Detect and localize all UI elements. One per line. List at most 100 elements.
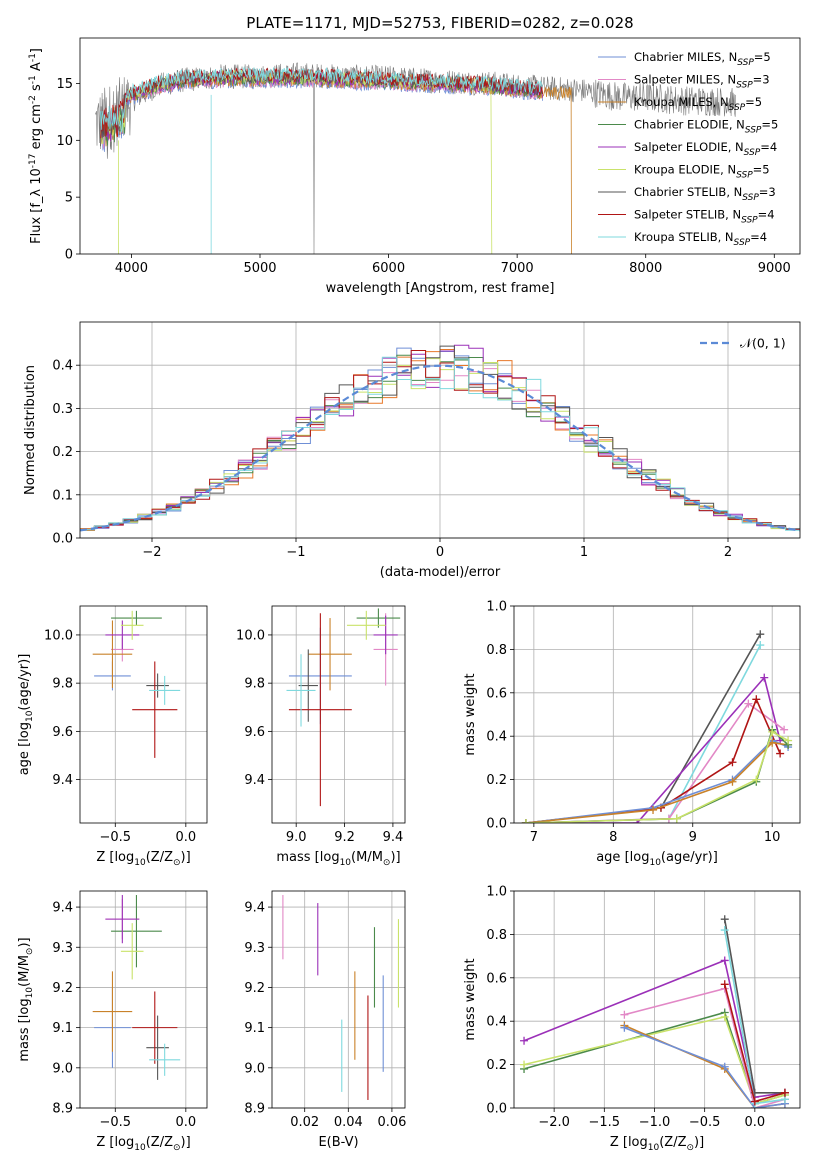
plot-area — [80, 344, 800, 532]
x-tick-label: −2 — [142, 545, 161, 560]
errorbar-point — [286, 654, 316, 727]
data-point-marker — [744, 699, 753, 708]
errorbar-point — [149, 675, 181, 705]
errorbar-point — [132, 661, 178, 758]
y-tick-label: 0.3 — [52, 402, 73, 417]
x-tick-label: 4000 — [115, 261, 148, 276]
axes-frame — [79, 605, 208, 824]
plot-area — [95, 62, 736, 254]
x-axis-label: Z [log10(Z/Z⊙)] — [610, 1135, 704, 1153]
age-vs-metallicity-panel: −0.5 0.0 9.4 9.6 9.8 10.0 Z [log10(Z/Z⊙)] age [… — [17, 605, 208, 868]
data-point-marker — [776, 749, 785, 758]
x-tick-label: 0.0 — [175, 1115, 196, 1130]
y-tick-label: 9.8 — [244, 677, 265, 692]
y-tick-label: 8.9 — [52, 1102, 73, 1117]
data-point-marker — [720, 926, 729, 935]
axes-frame — [79, 321, 801, 539]
residual-histogram-step — [80, 356, 800, 531]
x-tick-label: 9.2 — [334, 830, 355, 845]
y-tick-label: 9.3 — [244, 941, 265, 956]
x-axis-label: wavelength [Angstrom, rest frame] — [326, 281, 555, 296]
y-tick-label: 9.4 — [52, 773, 73, 788]
x-tick-label: −2.0 — [538, 1115, 570, 1130]
errorbar-point — [92, 971, 133, 1052]
y-tick-label: 0.4 — [52, 359, 73, 374]
legend-entry: Kroupa MILES, NSSP=5 — [634, 95, 762, 113]
y-tick-label: 10 — [56, 134, 73, 149]
legend-entry: Chabrier ELODIE, NSSP=5 — [634, 118, 778, 136]
observed-spectrum-line — [95, 62, 736, 254]
y-axis-label: mass weight — [463, 673, 478, 755]
data-point-marker — [756, 641, 765, 650]
y-tick-label: 9.0 — [244, 1061, 265, 1076]
x-tick-label: 9 — [689, 830, 697, 845]
data-point-marker — [649, 805, 658, 814]
x-tick-label: 2 — [724, 545, 732, 560]
legend-entry: Kroupa ELODIE, NSSP=5 — [634, 163, 770, 181]
x-tick-label: 9.0 — [286, 830, 307, 845]
y-tick-label: 9.4 — [52, 901, 73, 916]
mass-vs-metallicity-panel: −0.5 0.0 8.9 9.0 9.1 9.2 9.3 9.4 Z [log10(Z/Z⊙)]… — [17, 890, 208, 1153]
legend-entry: Kroupa STELIB, NSSP=4 — [634, 230, 767, 248]
y-axis-label: Flux [f_λ 10-17 erg cm-2 s-1 A-1] — [28, 48, 44, 244]
data-point-marker — [752, 695, 761, 704]
data-point-marker — [752, 775, 761, 784]
data-point-marker — [720, 1062, 729, 1071]
residual-histogram-step — [80, 350, 800, 531]
x-axis-label: age [log10(age/yr)] — [596, 850, 718, 868]
grid — [80, 606, 207, 823]
y-tick-label: 9.6 — [52, 725, 73, 740]
plot-area — [521, 630, 793, 823]
grid — [272, 606, 405, 823]
legend-entry: Salpeter ELODIE, NSSP=4 — [634, 140, 777, 158]
model-spectrum-line — [100, 71, 572, 254]
y-tick-label: 0.0 — [486, 817, 507, 832]
x-tick-label: 1 — [580, 545, 588, 560]
grid — [80, 891, 207, 1109]
errorbar-point — [111, 895, 162, 968]
residual-histogram-step — [80, 345, 800, 531]
y-tick-label: 0.2 — [486, 1058, 507, 1073]
x-tick-label: −0.5 — [99, 830, 131, 845]
data-point-marker — [784, 736, 793, 745]
x-tick-label: 0.0 — [175, 830, 196, 845]
grid — [514, 890, 800, 1109]
y-tick-label: 9.1 — [244, 1021, 265, 1036]
legend: Chabrier MILES, NSSP=5 Salpeter MILES, NS… — [598, 50, 778, 248]
legend-entry: 𝒩(0, 1) — [740, 336, 786, 351]
x-tick-label: 7 — [530, 830, 538, 845]
normal-distribution-curve — [80, 364, 800, 532]
x-tick-label: 0.0 — [744, 1115, 765, 1130]
errorbar-point — [288, 613, 352, 807]
data-point-marker — [720, 915, 729, 924]
x-tick-label: 0.02 — [290, 1115, 319, 1130]
data-point-marker — [620, 1010, 629, 1019]
y-axis-label: mass weight — [463, 958, 478, 1040]
axes-frame — [513, 605, 801, 824]
legend-entry: Chabrier MILES, NSSP=5 — [634, 50, 771, 68]
y-tick-label: 9.0 — [52, 1061, 73, 1076]
y-tick-label: 9.8 — [52, 677, 73, 692]
errorbar-point — [373, 615, 398, 655]
y-tick-label: 15 — [56, 77, 73, 92]
data-point-marker — [768, 727, 777, 736]
x-tick-label: 9.4 — [383, 830, 404, 845]
x-tick-label: −1.0 — [639, 1115, 671, 1130]
legend-entry: Chabrier STELIB, NSSP=3 — [634, 185, 776, 203]
axes-frame — [79, 37, 801, 255]
y-tick-label: 0.1 — [52, 488, 73, 503]
x-tick-label: 0 — [436, 545, 444, 560]
axes-frame — [513, 890, 801, 1109]
x-tick-label: 0.06 — [377, 1115, 406, 1130]
y-axis-label: Normed distribution — [23, 365, 38, 495]
x-tick-label: 8000 — [629, 261, 662, 276]
x-axis-label: mass [log10(M/M⊙)] — [276, 850, 400, 868]
y-tick-label: 0.8 — [486, 928, 507, 943]
mass-weight-line — [523, 1015, 786, 1105]
residual-histogram-panel: −2 −1 0 1 2 0.0 0.1 0.2 0.3 0.4 (data-model)/error… — [23, 321, 801, 580]
plot-area — [92, 610, 181, 758]
y-tick-label: 0.2 — [486, 773, 507, 788]
data-point-marker — [521, 819, 530, 823]
model-spectrum-line — [100, 65, 543, 133]
